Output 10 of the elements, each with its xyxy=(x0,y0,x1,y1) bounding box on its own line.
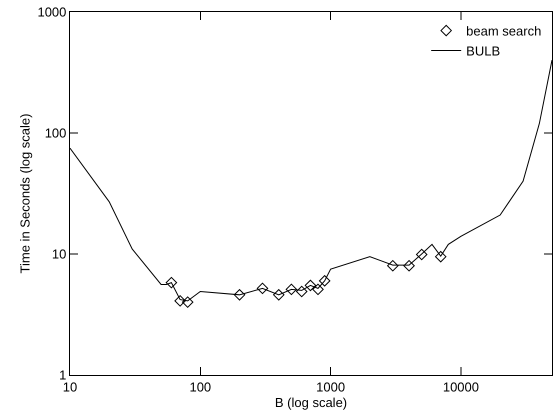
legend-label: beam search xyxy=(466,24,542,39)
y-tick-label: 10 xyxy=(52,246,66,262)
x-axis-title: B (log scale) xyxy=(274,395,348,410)
x-tick-label: 1000 xyxy=(316,380,346,395)
x-tick-label: 10000 xyxy=(442,380,479,395)
y-axis-title: Time in Seconds (log scale) xyxy=(17,114,32,274)
y-tick-label: 1000 xyxy=(37,4,66,20)
legend-label: BULB xyxy=(466,44,500,59)
x-tick-label: 100 xyxy=(189,380,212,395)
y-tick-label: 100 xyxy=(44,126,66,141)
